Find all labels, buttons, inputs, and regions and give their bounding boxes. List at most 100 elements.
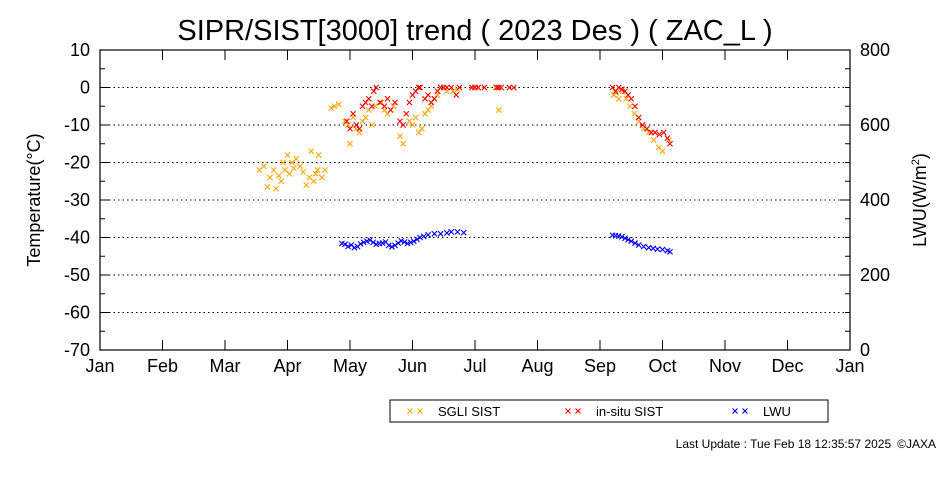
x-tick-label: Feb [147, 356, 178, 376]
data-point [368, 122, 375, 128]
data-point [632, 240, 638, 247]
data-point [443, 230, 450, 236]
data-point [362, 114, 369, 121]
data-point [406, 99, 413, 106]
legend-marker [407, 408, 413, 414]
data-points [256, 84, 673, 255]
data-point [431, 95, 438, 102]
data-point [351, 244, 358, 251]
data-point [415, 84, 422, 91]
data-point [280, 159, 287, 166]
data-point [618, 86, 625, 93]
data-point [312, 170, 319, 177]
data-point [370, 239, 377, 246]
data-point [495, 84, 502, 91]
y-tick-label: 0 [80, 78, 90, 98]
data-point [660, 129, 667, 136]
y-axis-label: Temperature(°C) [24, 133, 44, 266]
legend-items: SGLI SIST in-situ SIST LWU [407, 404, 791, 419]
data-point [627, 103, 633, 110]
data-point [400, 140, 407, 147]
legend-box [389, 399, 829, 423]
data-point [331, 103, 338, 110]
data-point [656, 131, 663, 138]
data-point [417, 84, 423, 91]
data-point [640, 243, 647, 250]
legend-marker [732, 408, 738, 414]
data-point [431, 230, 438, 237]
legend-label: SGLI SIST [438, 404, 500, 419]
data-point [448, 228, 455, 235]
data-point [409, 122, 416, 128]
data-point [454, 228, 461, 235]
x-tick-label: Mar [210, 356, 241, 376]
data-point [303, 182, 310, 188]
y2-axis-label-superscript: 2 [910, 159, 922, 165]
data-point [498, 84, 505, 91]
data-point [347, 140, 353, 147]
legend-marker [742, 408, 748, 414]
data-point [398, 237, 405, 244]
x-tick-label: May [333, 356, 367, 376]
data-point [618, 233, 625, 240]
data-point [623, 95, 630, 102]
data-point [628, 238, 635, 245]
x-tick-label: Jun [398, 356, 427, 376]
y2-tick-label: 400 [860, 190, 890, 210]
data-point [460, 229, 467, 236]
series-2 [338, 228, 673, 255]
data-point [267, 174, 273, 181]
data-point [356, 125, 363, 132]
x-tick-label: Aug [521, 356, 553, 376]
data-point [622, 235, 628, 242]
data-point [392, 99, 398, 106]
y-tick-label: 10 [70, 40, 90, 60]
data-point [264, 183, 271, 190]
data-point [437, 230, 444, 237]
footer: Last Update : Tue Feb 18 12:35:57 2025 ©J… [676, 437, 936, 451]
data-point [495, 107, 502, 113]
data-point [387, 107, 394, 113]
data-point [395, 240, 402, 247]
last-update-text: Last Update : Tue Feb 18 12:35:57 2025 [675, 437, 892, 451]
x-tick-label: Jan [85, 356, 114, 376]
data-point [510, 84, 517, 91]
data-point [613, 90, 620, 97]
data-point [506, 84, 513, 91]
legend-marker [417, 408, 423, 414]
x-tick-label: Oct [648, 356, 676, 376]
y2-tick-labels: 800 600 400 200 0 [860, 40, 890, 360]
data-point [420, 233, 427, 240]
data-point [615, 84, 622, 91]
series-0 [256, 84, 672, 192]
data-point [403, 110, 410, 117]
data-point [628, 95, 635, 102]
x-tick-label: Jan [835, 356, 864, 376]
data-point [412, 114, 419, 121]
data-point [400, 122, 407, 128]
x-tick-label: Jul [463, 356, 486, 376]
legend-label: LWU [763, 404, 791, 419]
y2-tick-label: 800 [860, 40, 890, 60]
y-tick-label: -40 [64, 228, 90, 248]
data-point [635, 114, 642, 121]
data-point [448, 84, 455, 91]
data-point [664, 135, 671, 142]
data-point [275, 172, 282, 179]
chart-title: SIPR/SIST[3000] trend ( 2023 Des ) ( ZAC… [177, 15, 772, 47]
data-point [659, 246, 666, 253]
data-point [493, 84, 500, 91]
data-point [401, 239, 408, 245]
y2-tick-label: 600 [860, 115, 890, 135]
y-tick-label: -30 [64, 190, 90, 210]
data-point [365, 95, 372, 102]
data-point [347, 125, 353, 132]
trend-chart: SIPR/SIST[3000] trend ( 2023 Des ) ( ZAC… [24, 15, 930, 423]
data-point [290, 165, 297, 172]
data-point [475, 84, 482, 91]
data-point [278, 178, 285, 185]
y-tick-labels: 10 0 -10 -20 -30 -40 -50 -60 -70 [64, 40, 90, 360]
data-point [453, 92, 460, 98]
data-point [310, 178, 317, 185]
data-point [297, 163, 303, 170]
